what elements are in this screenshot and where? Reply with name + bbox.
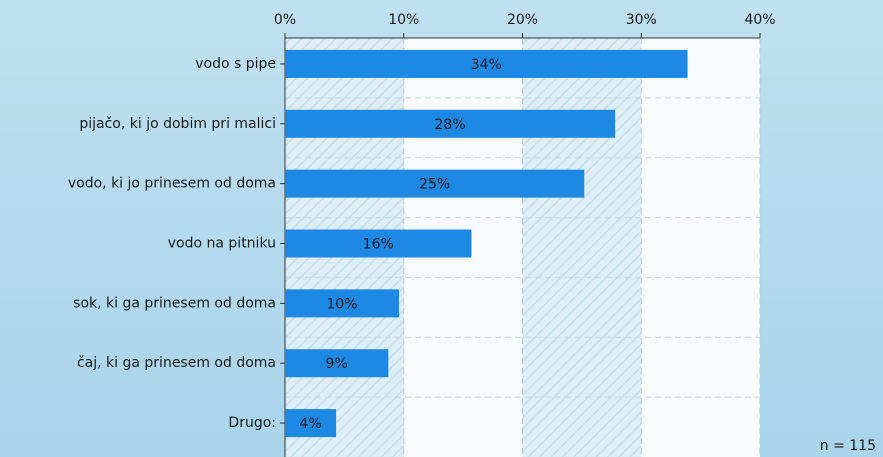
- plot-band: [641, 38, 760, 457]
- data-label: 10%: [326, 296, 357, 312]
- x-tick-label: 10%: [388, 12, 419, 28]
- x-tick-label: 0%: [274, 12, 296, 28]
- bar: [285, 109, 616, 138]
- y-tick-label: pijačo, ki jo dobim pri malici: [79, 116, 276, 132]
- bar: [285, 409, 337, 438]
- annotation: n = 115: [820, 438, 876, 454]
- x-tick-label: 30%: [626, 12, 657, 28]
- bar: [285, 229, 472, 258]
- data-label: 25%: [419, 177, 450, 193]
- y-tick-label: vodo, ki jo prinesem od doma: [68, 176, 276, 192]
- data-label: 28%: [435, 117, 466, 133]
- y-tick-label: čaj, ki ga prinesem od doma: [77, 355, 276, 371]
- y-tick-label: sok, ki ga prinesem od doma: [73, 295, 276, 311]
- y-tick-label: Drugo:: [228, 415, 276, 431]
- y-tick-label: vodo s pipe: [195, 56, 276, 72]
- data-label: 16%: [363, 237, 394, 253]
- bar: [285, 289, 399, 318]
- data-label: 4%: [299, 416, 321, 432]
- data-label: 9%: [326, 356, 348, 372]
- bar: [285, 49, 688, 78]
- bar: [285, 349, 389, 378]
- y-tick-label: vodo na pitniku: [168, 236, 276, 252]
- bar: [285, 169, 585, 198]
- x-tick-label: 20%: [507, 12, 538, 28]
- data-label: 34%: [471, 57, 502, 73]
- x-tick-label: 40%: [744, 12, 775, 28]
